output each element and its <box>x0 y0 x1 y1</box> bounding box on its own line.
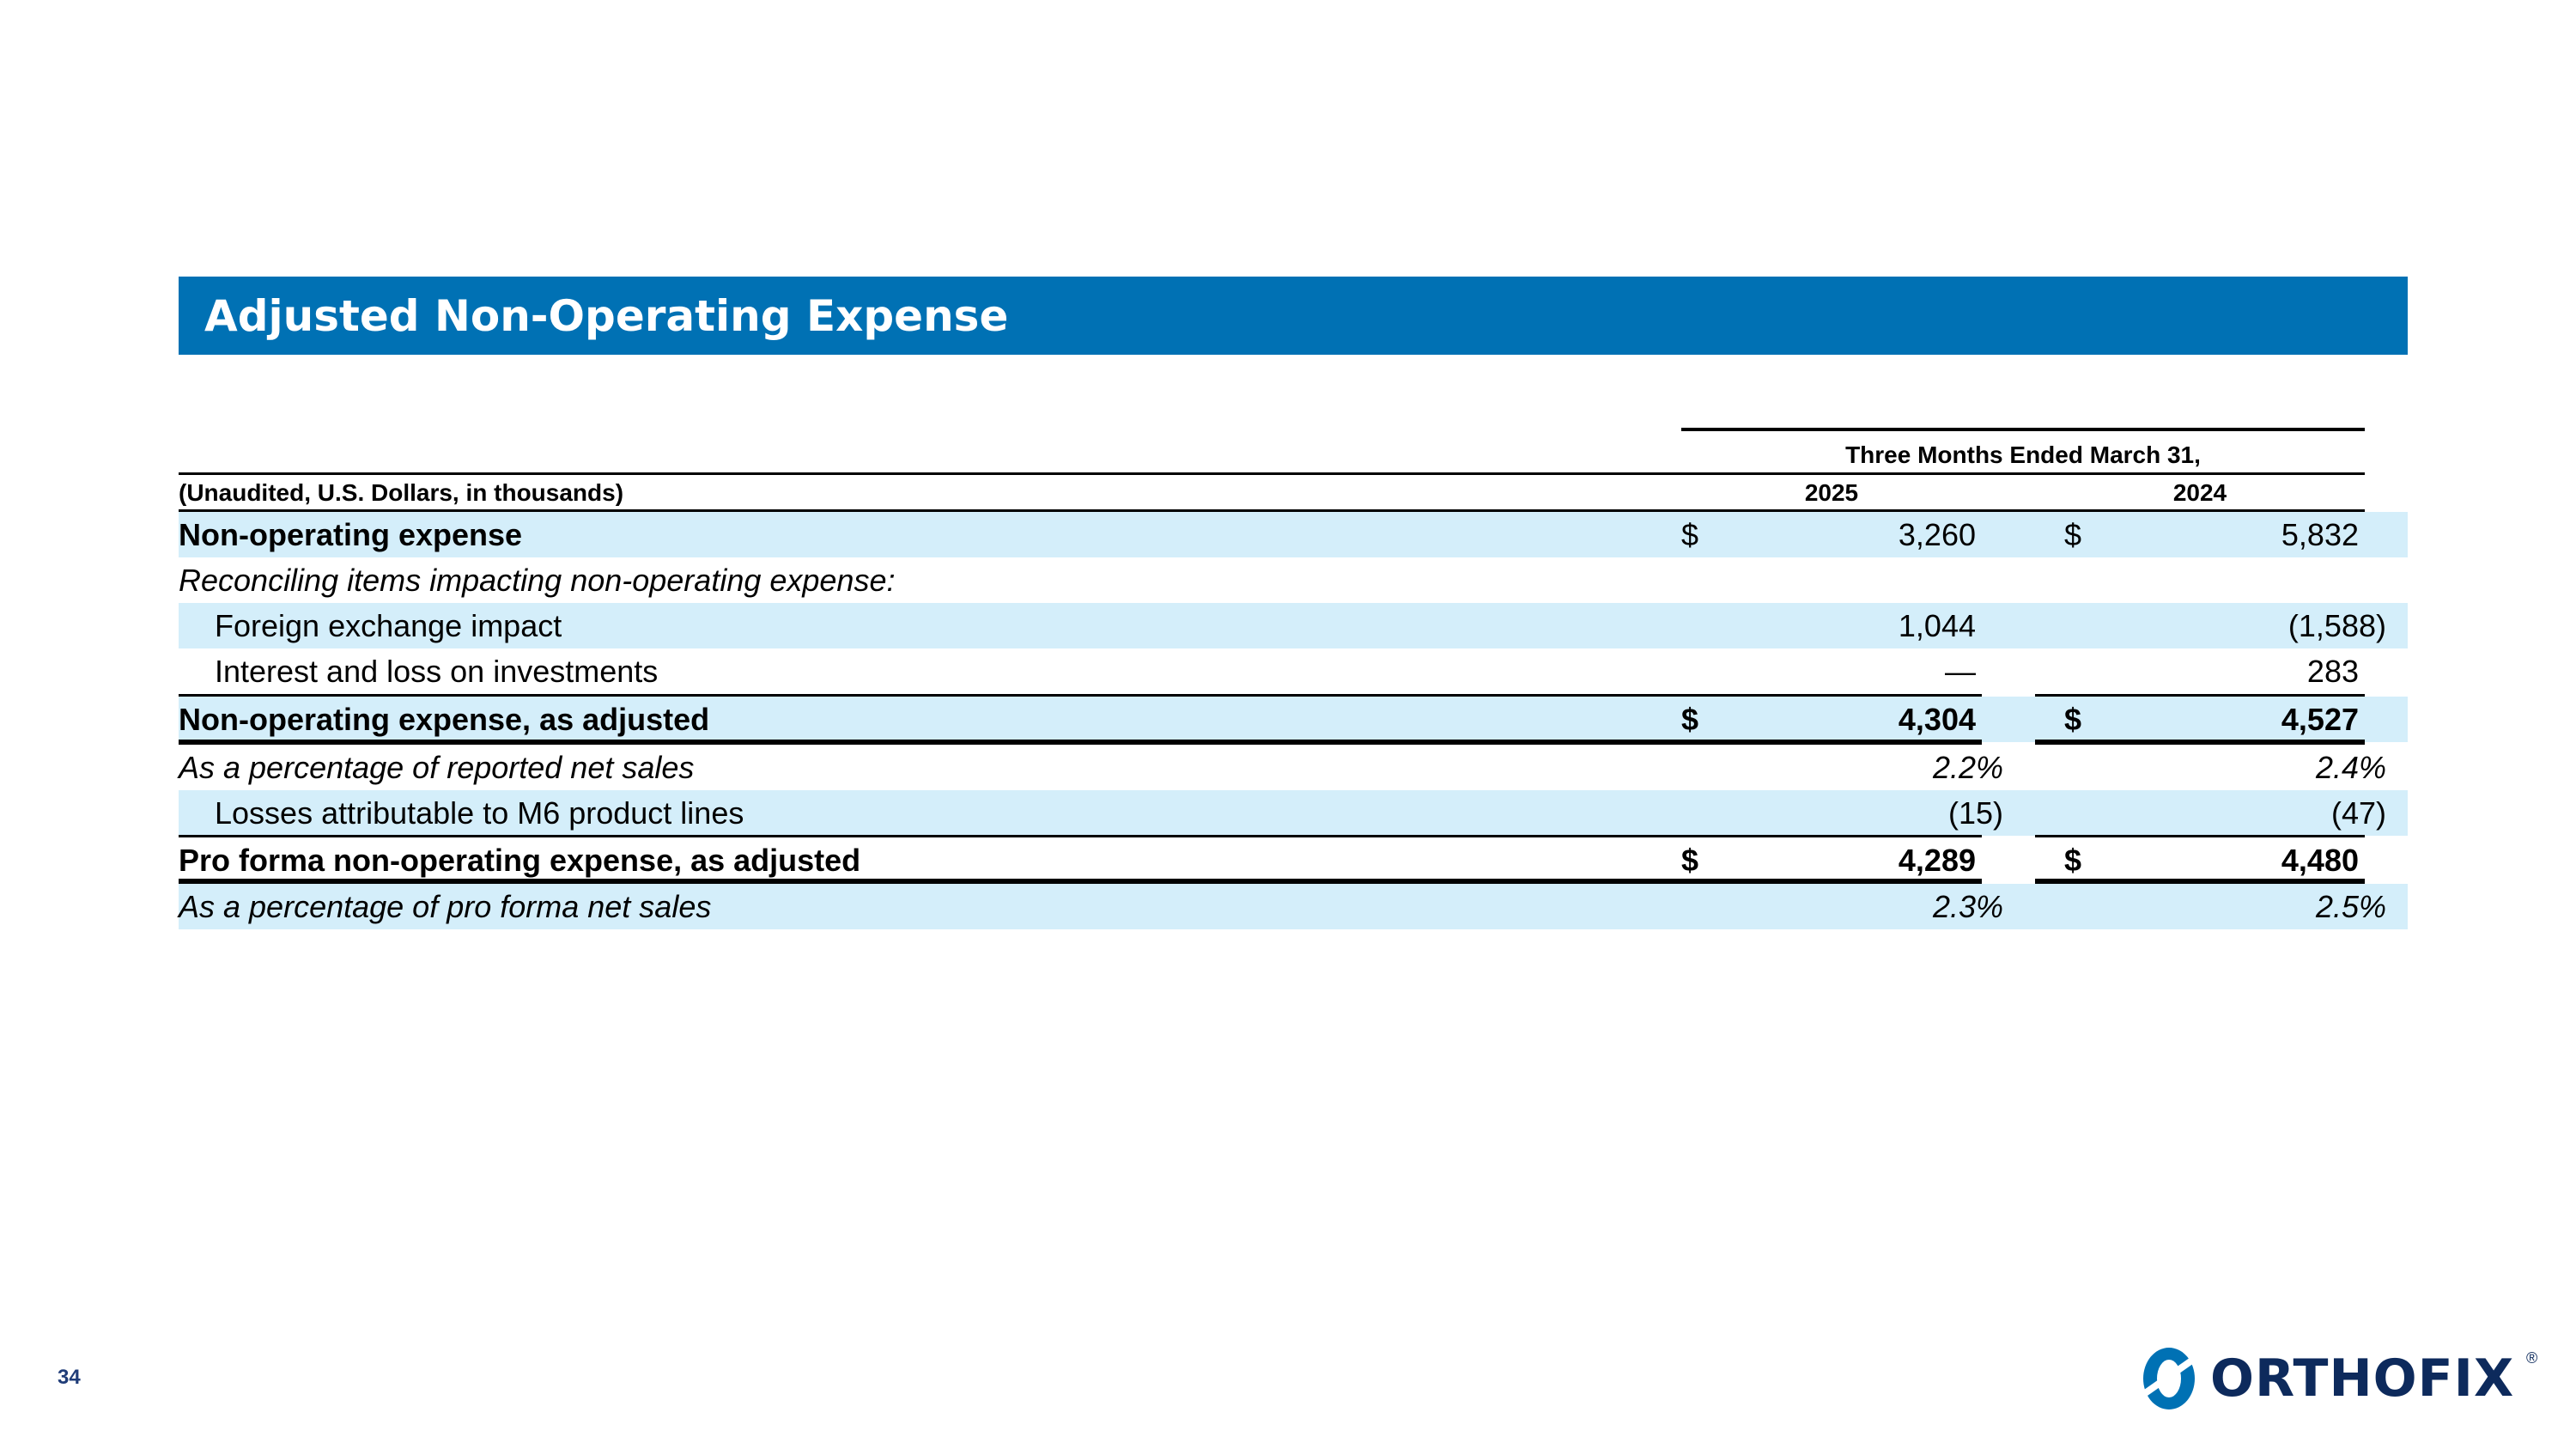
orthofix-logo-icon <box>2141 1348 2196 1409</box>
currency-symbol: $ <box>1681 843 1699 878</box>
subtotal-rule <box>2035 694 2365 697</box>
page-number: 34 <box>58 1366 81 1389</box>
currency-symbol: $ <box>1681 517 1699 552</box>
row-label: Losses attributable to M6 product lines <box>215 795 744 831</box>
value-2024: 4,527 <box>2281 702 2359 737</box>
logo-wordmark: ORTHOFIX <box>2210 1349 2515 1409</box>
value-2025: 4,289 <box>1898 843 1976 878</box>
orthofix-logo: ORTHOFIX ® <box>2138 1344 2542 1413</box>
total-double-rule <box>179 879 1982 884</box>
units-label: (Unaudited, U.S. Dollars, in thousands) <box>179 479 624 506</box>
subtotal-rule <box>2035 835 2365 837</box>
value-2024: 2.4% <box>2315 750 2386 785</box>
value-2024: 283 <box>2306 654 2359 689</box>
row-label: Non-operating expense <box>179 517 523 552</box>
currency-symbol: $ <box>2064 702 2082 737</box>
table-row: Reconciling items impacting non-operatin… <box>179 557 2408 603</box>
value-2025: (15) <box>1948 797 2003 830</box>
value-2024: (1,588) <box>2288 610 2386 642</box>
period-header: Three Months Ended March 31, <box>1845 441 2201 468</box>
year-2024-header: 2024 <box>2172 479 2227 506</box>
table-row: As a percentage of reported net sales 2.… <box>179 745 2408 790</box>
value-2024-paren: ) <box>2376 608 2386 643</box>
value-2025: 2.2% <box>1932 750 2003 785</box>
row-label: As a percentage of pro forma net sales <box>179 889 712 924</box>
subtotal-rule <box>179 835 1982 837</box>
total-double-rule <box>2035 740 2365 745</box>
value-2025: 4,304 <box>1898 702 1976 737</box>
table-row: Interest and loss on investments — 283 <box>179 648 2408 694</box>
year-2025-header: 2025 <box>1804 479 1859 506</box>
value-2025: 1,044 <box>1898 608 1976 643</box>
table-row: As a percentage of pro forma net sales 2… <box>179 884 2408 929</box>
row-label: Non-operating expense, as adjusted <box>179 702 710 737</box>
total-double-rule <box>179 740 1982 745</box>
header-top-rule <box>1681 428 2365 431</box>
value-2024-paren: ) <box>2376 795 2386 831</box>
period-underline <box>179 472 2365 475</box>
value-2025-paren: ) <box>1993 795 2003 831</box>
value-2024: 5,832 <box>2281 517 2359 552</box>
header-bottom-rule <box>179 509 2365 512</box>
table-row: Pro forma non-operating expense, as adju… <box>179 837 2408 883</box>
value-2025-amount: (15 <box>1947 795 1993 831</box>
currency-symbol: $ <box>2064 843 2082 878</box>
table-row: Losses attributable to M6 product lines … <box>179 790 2408 836</box>
table-row: Foreign exchange impact 1,044 (1,588) <box>179 603 2408 648</box>
currency-symbol: $ <box>1681 702 1699 737</box>
subtotal-rule <box>179 694 1982 697</box>
row-label: Interest and loss on investments <box>215 654 659 689</box>
value-2024-amount: (47 <box>2330 795 2376 831</box>
total-double-rule <box>2035 879 2365 884</box>
value-2025: 2.3% <box>1932 889 2003 924</box>
value-2024: (47) <box>2331 797 2386 830</box>
table-row: Non-operating expense $ 3,260 $ 5,832 <box>179 512 2408 557</box>
value-2024-amount: (1,588 <box>2287 608 2376 643</box>
value-2024: 4,480 <box>2281 843 2359 878</box>
title-bar: Adjusted Non-Operating Expense <box>179 277 2408 355</box>
table-row: Non-operating expense, as adjusted $ 4,3… <box>179 697 2408 742</box>
value-2024: 2.5% <box>2315 889 2386 924</box>
value-2025: — <box>1945 654 1976 689</box>
row-label: Pro forma non-operating expense, as adju… <box>179 843 861 878</box>
row-label: Foreign exchange impact <box>215 608 562 643</box>
row-label: As a percentage of reported net sales <box>179 750 695 785</box>
row-label: Reconciling items impacting non-operatin… <box>179 563 896 598</box>
value-2025: 3,260 <box>1898 517 1976 552</box>
registered-mark: ® <box>2526 1349 2538 1367</box>
page-title: Adjusted Non-Operating Expense <box>204 291 1009 341</box>
currency-symbol: $ <box>2064 517 2082 552</box>
